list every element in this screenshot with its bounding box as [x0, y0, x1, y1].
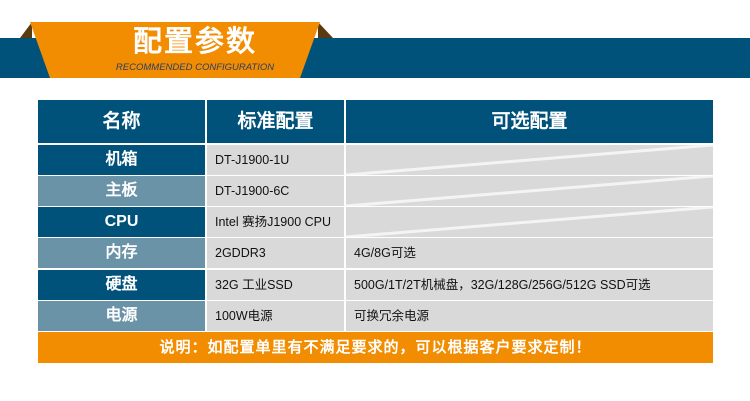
row-optional: 可换冗余电源	[346, 301, 713, 331]
row-optional	[346, 176, 713, 206]
table-row: 内存 2GDDR3 4G/8G可选	[38, 238, 713, 268]
empty-cell-slash	[346, 207, 713, 237]
footer-note: 说明：如配置单里有不满足要求的，可以根据客户要求定制！	[38, 332, 713, 363]
row-optional	[346, 207, 713, 237]
row-standard: DT-J1900-1U	[207, 145, 344, 175]
row-standard: 2GDDR3	[207, 238, 344, 268]
row-name: 内存	[38, 238, 205, 268]
row-name: 电源	[38, 301, 205, 331]
row-standard: 100W电源	[207, 301, 344, 331]
row-optional: 4G/8G可选	[346, 238, 713, 268]
header-optional: 可选配置	[346, 100, 713, 143]
banner-subtitle: RECOMMENDED CONFIGURATION	[115, 62, 275, 73]
table-row: 硬盘 32G 工业SSD 500G/1T/2T机械盘，32G/128G/256G/5…	[38, 270, 713, 300]
empty-cell-slash	[346, 145, 713, 175]
table-row: CPU Intel 赛扬J1900 CPU	[38, 207, 713, 237]
empty-cell-slash	[346, 176, 713, 206]
banner-shape	[20, 22, 333, 78]
row-name: CPU	[38, 207, 205, 237]
row-name: 主板	[38, 176, 205, 206]
row-standard: 32G 工业SSD	[207, 270, 344, 300]
table-row: 主板 DT-J1900-6C	[38, 176, 713, 206]
table-row: 电源 100W电源 可换冗余电源	[38, 301, 713, 331]
row-optional	[346, 145, 713, 175]
row-name: 机箱	[38, 145, 205, 175]
header-name: 名称	[38, 100, 205, 143]
header-standard: 标准配置	[207, 100, 344, 143]
row-standard: DT-J1900-6C	[207, 176, 344, 206]
row-optional: 500G/1T/2T机械盘，32G/128G/256G/512G SSD可选	[346, 270, 713, 300]
row-standard: Intel 赛扬J1900 CPU	[207, 207, 344, 237]
row-name: 硬盘	[38, 270, 205, 300]
banner-title: 配置参数	[132, 26, 257, 58]
table-row: 机箱 DT-J1900-1U	[38, 145, 713, 175]
table-header: 名称 标准配置 可选配置	[38, 100, 713, 143]
